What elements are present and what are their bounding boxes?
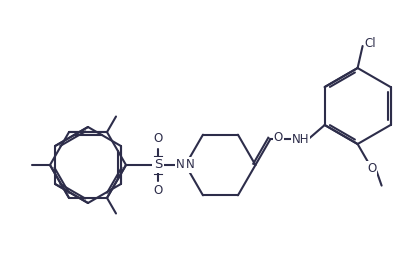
Text: S: S bbox=[154, 159, 162, 171]
Text: O: O bbox=[367, 162, 376, 175]
Text: NH: NH bbox=[292, 132, 309, 146]
Text: Cl: Cl bbox=[365, 37, 376, 49]
Text: O: O bbox=[153, 185, 163, 197]
Text: O: O bbox=[153, 132, 163, 146]
Text: N: N bbox=[186, 159, 194, 171]
Text: N: N bbox=[176, 159, 185, 171]
Text: O: O bbox=[274, 130, 283, 144]
